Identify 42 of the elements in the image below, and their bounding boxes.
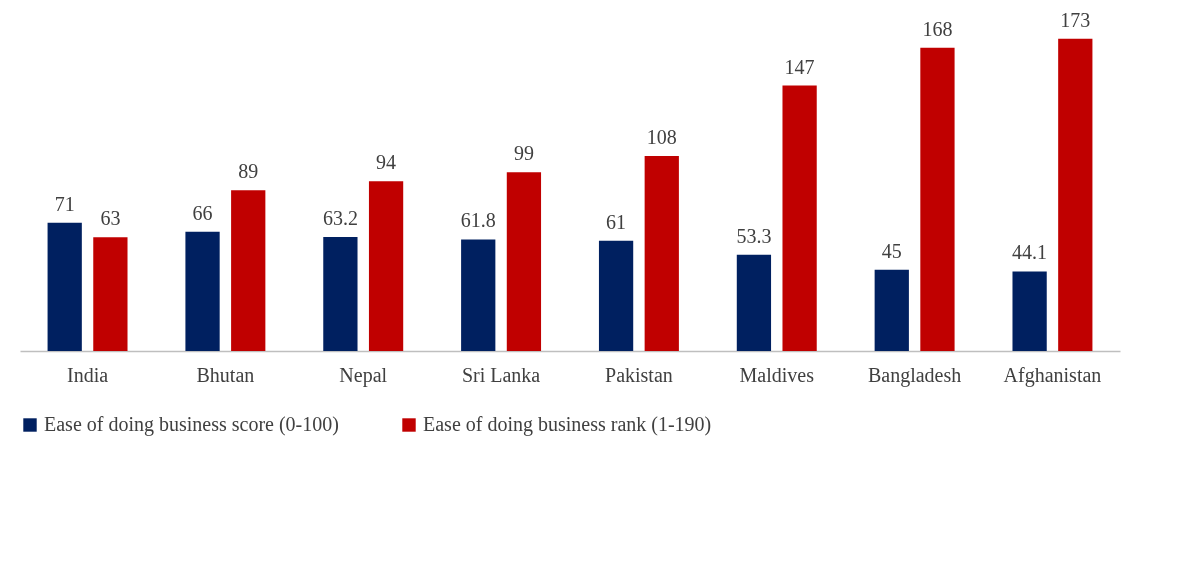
- legend-label: Ease of doing business rank (1-190): [423, 413, 712, 436]
- bar: [598, 240, 634, 351]
- data-label: 173: [1060, 8, 1091, 31]
- data-label: 89: [238, 160, 259, 183]
- bar: [1012, 271, 1047, 351]
- bar: [185, 231, 220, 351]
- bar: [506, 172, 542, 351]
- data-label: 45: [881, 239, 902, 262]
- x-tick-label: India: [67, 363, 109, 386]
- data-label: 168: [922, 17, 953, 40]
- bar: [874, 269, 909, 351]
- data-label: 61: [606, 210, 627, 233]
- data-label: 44.1: [1012, 241, 1048, 264]
- data-label: 53.3: [736, 224, 772, 247]
- bar: [93, 237, 128, 351]
- bar: [461, 239, 496, 351]
- bar: [782, 85, 817, 351]
- x-tick-label: Maldives: [739, 363, 815, 386]
- legend-label: Ease of doing business score (0-100): [44, 413, 339, 436]
- data-label: 71: [54, 192, 75, 215]
- x-tick-label: Afghanistan: [1003, 363, 1102, 387]
- data-label: 63: [100, 207, 121, 230]
- data-label: 61.8: [460, 209, 496, 232]
- data-label: 108: [646, 126, 677, 148]
- bar: [231, 190, 266, 351]
- x-tick-label: Bangladesh: [867, 363, 962, 387]
- bar: [368, 181, 404, 351]
- x-tick-label: Bhutan: [196, 363, 255, 386]
- data-label: 94: [376, 151, 397, 174]
- x-tick-label: Sri Lanka: [461, 363, 541, 386]
- x-tick-label: Nepal: [339, 363, 388, 387]
- x-tick-label: Pakistan: [605, 363, 673, 386]
- data-label: 147: [784, 55, 815, 78]
- data-label: 99: [513, 142, 534, 165]
- bar: [920, 47, 955, 351]
- bar: [644, 156, 679, 351]
- bar: [323, 236, 358, 351]
- data-label: 63.2: [322, 206, 358, 229]
- bar: [1058, 38, 1093, 351]
- data-label: 66: [192, 201, 213, 224]
- bar: [47, 222, 82, 351]
- bar: [736, 254, 772, 351]
